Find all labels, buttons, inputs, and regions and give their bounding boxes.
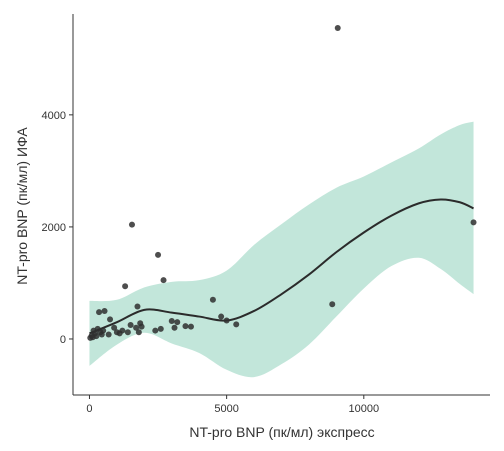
x-axis-title: NT-pro BNP (пк/мл) экспресс — [189, 424, 374, 440]
smooth-line-layer — [89, 198, 474, 335]
data-point — [134, 303, 141, 310]
y-axis-title: NT-pro BNP (пк/мл) ИФА — [14, 127, 30, 285]
data-point — [128, 221, 135, 228]
data-point — [187, 323, 194, 330]
data-point — [223, 317, 230, 324]
data-point — [334, 25, 341, 32]
y-tick-label: 0 — [60, 334, 66, 346]
confidence-band-layer — [89, 121, 474, 378]
data-point — [174, 319, 181, 326]
data-point — [133, 324, 140, 331]
data-point — [127, 321, 134, 328]
x-tick-label: 5000 — [214, 403, 238, 415]
data-point — [152, 327, 159, 334]
data-point — [100, 327, 107, 334]
x-tick-label: 0 — [86, 403, 92, 415]
data-point — [119, 327, 126, 334]
data-point — [233, 321, 240, 328]
y-tick-label: 4000 — [42, 110, 66, 122]
data-points-layer — [87, 25, 477, 341]
data-point — [329, 301, 336, 308]
data-point — [122, 283, 129, 290]
data-point — [101, 307, 108, 314]
x-axis-ticks: 0 5000 10000 — [86, 395, 379, 415]
data-point — [96, 309, 103, 316]
data-point — [157, 325, 164, 332]
smooth-trend-line — [89, 198, 474, 335]
data-point — [168, 318, 175, 325]
data-point — [111, 324, 118, 331]
data-point — [171, 324, 178, 331]
data-point — [124, 329, 131, 336]
data-point — [160, 277, 167, 284]
axes — [72, 14, 490, 396]
data-point — [107, 316, 114, 323]
data-point — [218, 313, 225, 320]
data-point — [209, 296, 216, 303]
data-point — [155, 251, 162, 258]
data-point — [135, 329, 142, 336]
x-tick-label: 10000 — [349, 403, 380, 415]
data-point — [182, 323, 189, 330]
confidence-band — [89, 121, 474, 378]
data-point — [93, 333, 100, 340]
data-point — [470, 219, 477, 226]
y-axis-ticks: 0 2000 4000 — [42, 110, 73, 346]
y-tick-label: 2000 — [42, 222, 66, 234]
data-point — [105, 331, 112, 338]
data-point — [138, 323, 145, 330]
